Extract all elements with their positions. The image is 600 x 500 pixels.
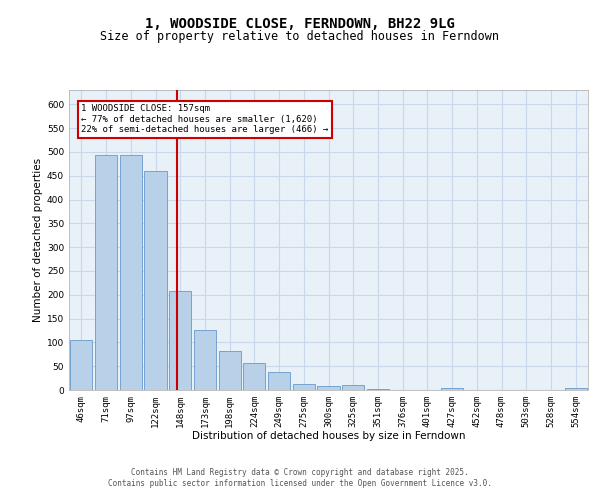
Bar xyxy=(145,171,167,390)
Bar xyxy=(293,384,315,390)
Text: Contains HM Land Registry data © Crown copyright and database right 2025.
Contai: Contains HM Land Registry data © Crown c… xyxy=(108,468,492,487)
Bar xyxy=(367,389,389,390)
Y-axis label: Number of detached properties: Number of detached properties xyxy=(33,158,43,322)
Bar xyxy=(565,388,587,390)
Bar xyxy=(70,340,92,390)
Bar xyxy=(218,351,241,390)
Bar xyxy=(95,155,117,390)
Bar xyxy=(342,385,364,390)
Text: 1 WOODSIDE CLOSE: 157sqm
← 77% of detached houses are smaller (1,620)
22% of sem: 1 WOODSIDE CLOSE: 157sqm ← 77% of detach… xyxy=(82,104,329,134)
Bar xyxy=(317,386,340,390)
Bar xyxy=(441,388,463,390)
Bar xyxy=(243,363,265,390)
Bar xyxy=(268,372,290,390)
X-axis label: Distribution of detached houses by size in Ferndown: Distribution of detached houses by size … xyxy=(192,432,465,442)
Bar xyxy=(194,330,216,390)
Bar xyxy=(119,155,142,390)
Text: 1, WOODSIDE CLOSE, FERNDOWN, BH22 9LG: 1, WOODSIDE CLOSE, FERNDOWN, BH22 9LG xyxy=(145,18,455,32)
Text: Size of property relative to detached houses in Ferndown: Size of property relative to detached ho… xyxy=(101,30,499,43)
Bar xyxy=(169,292,191,390)
